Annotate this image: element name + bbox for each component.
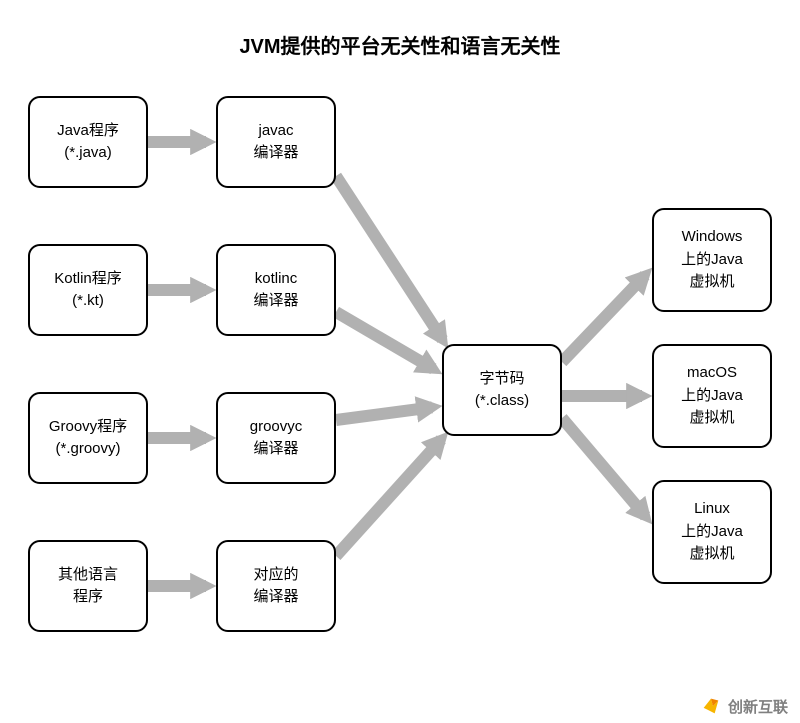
node-jvm_win-line3: 虚拟机 bbox=[689, 271, 734, 294]
diagram-title: JVM提供的平台无关性和语言无关性 bbox=[0, 30, 800, 59]
node-kotlinc-line2: 编译器 bbox=[253, 290, 298, 313]
node-groovy_src-line1: Groovy程序 bbox=[49, 416, 127, 439]
node-other_src-line1: 其他语言 bbox=[58, 564, 118, 587]
node-javac-line1: javac bbox=[258, 120, 293, 143]
node-jvm_mac: macOS上的Java虚拟机 bbox=[652, 344, 772, 448]
node-java_src: Java程序(*.java) bbox=[28, 96, 148, 188]
node-bytecode-line1: 字节码 bbox=[479, 368, 524, 391]
node-bytecode: 字节码(*.class) bbox=[442, 344, 562, 436]
node-javac-line2: 编译器 bbox=[253, 142, 298, 165]
watermark-text: 创新互联 bbox=[728, 696, 788, 717]
node-kotlin_src-line2: (*.kt) bbox=[72, 290, 104, 313]
node-jvm_win: Windows上的Java虚拟机 bbox=[652, 208, 772, 312]
node-bytecode-line2: (*.class) bbox=[475, 390, 529, 413]
node-kotlin_src-line1: Kotlin程序 bbox=[54, 268, 122, 291]
node-otherc: 对应的编译器 bbox=[216, 540, 336, 632]
node-groovyc-line1: groovyc bbox=[250, 416, 303, 439]
edge-bytecode-to-jvm_win bbox=[562, 275, 645, 362]
node-kotlin_src: Kotlin程序(*.kt) bbox=[28, 244, 148, 336]
node-java_src-line1: Java程序 bbox=[57, 120, 119, 143]
node-javac: javac编译器 bbox=[216, 96, 336, 188]
node-jvm_linux-line2: 上的Java bbox=[681, 521, 743, 544]
edge-javac-to-bytecode bbox=[336, 176, 443, 340]
node-otherc-line2: 编译器 bbox=[253, 586, 298, 609]
node-jvm_linux: Linux上的Java虚拟机 bbox=[652, 480, 772, 584]
node-groovyc-line2: 编译器 bbox=[253, 438, 298, 461]
node-otherc-line1: 对应的 bbox=[253, 564, 298, 587]
node-other_src-line2: 程序 bbox=[73, 586, 103, 609]
node-jvm_mac-line3: 虚拟机 bbox=[689, 407, 734, 430]
edge-bytecode-to-jvm_linux bbox=[562, 418, 646, 516]
node-jvm_linux-line1: Linux bbox=[694, 498, 730, 521]
node-groovy_src: Groovy程序(*.groovy) bbox=[28, 392, 148, 484]
edge-otherc-to-bytecode bbox=[336, 439, 441, 556]
edge-groovyc-to-bytecode bbox=[336, 407, 432, 420]
node-jvm_win-line1: Windows bbox=[682, 226, 743, 249]
node-jvm_linux-line3: 虚拟机 bbox=[689, 543, 734, 566]
node-jvm_mac-line2: 上的Java bbox=[681, 385, 743, 408]
node-java_src-line2: (*.java) bbox=[64, 142, 112, 165]
node-kotlinc: kotlinc编译器 bbox=[216, 244, 336, 336]
node-jvm_mac-line1: macOS bbox=[687, 362, 737, 385]
node-jvm_win-line2: 上的Java bbox=[681, 249, 743, 272]
edge-kotlinc-to-bytecode bbox=[336, 312, 433, 369]
node-groovy_src-line2: (*.groovy) bbox=[55, 438, 120, 461]
watermark-logo-icon bbox=[700, 695, 722, 717]
watermark: 创新互联 bbox=[700, 695, 788, 717]
node-kotlinc-line1: kotlinc bbox=[255, 268, 298, 291]
node-groovyc: groovyc编译器 bbox=[216, 392, 336, 484]
node-other_src: 其他语言程序 bbox=[28, 540, 148, 632]
